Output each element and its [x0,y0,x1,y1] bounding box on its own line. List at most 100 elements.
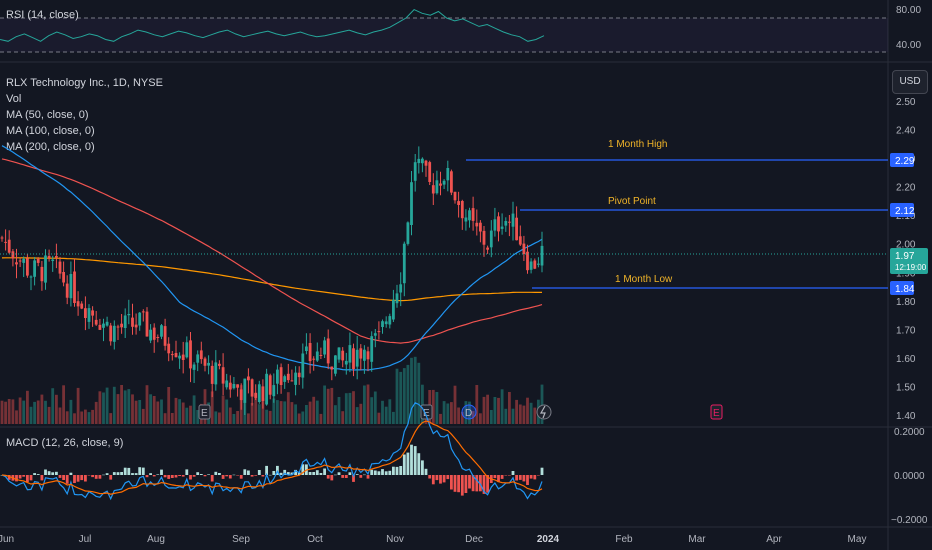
event-marker[interactable]: E [198,404,211,420]
macd-histogram-bar [174,475,178,478]
macd-histogram-bar [286,472,290,475]
volume-bar [84,409,87,424]
macd-title: MACD (12, 26, close, 9) [6,437,123,449]
macd-histogram-bar [196,472,200,475]
volume-bar [40,394,44,424]
candle-body [384,321,388,325]
macd-histogram-bar [308,472,312,475]
volume-bar [334,405,337,424]
candle-body [518,236,522,245]
macd-histogram-bar [225,475,229,477]
pivot-point-label: Pivot Point [608,196,656,207]
candle-body [297,372,301,378]
event-marker[interactable]: E [420,404,433,420]
candle-body [152,327,156,340]
candle-body [450,171,453,193]
macd-histogram-bar [279,472,283,475]
macd-histogram-bar [152,475,156,477]
candle-body [250,379,254,397]
macd-histogram-bar [36,474,40,475]
currency-button[interactable]: USD [892,70,928,94]
time-tick-label: 2024 [537,534,560,545]
macd-histogram-bar [112,472,116,475]
candle-body [272,385,276,397]
candle-body [286,373,290,381]
volume-bar [170,413,174,424]
event-marker[interactable]: E [710,404,723,420]
candle-body [127,314,131,316]
candle-body [84,308,87,318]
macd-histogram-bar [236,475,239,476]
macd-histogram-bar [69,472,73,475]
volume-bar [116,394,120,424]
candle-body [44,255,47,283]
legend-ma50[interactable]: MA (50, close, 0) [6,109,89,121]
candle-body [73,271,76,303]
volume-bar [178,399,181,424]
candle-body [279,367,283,385]
candle-body [323,340,326,355]
macd-histogram-bar [243,469,247,475]
candle-body [497,216,500,232]
candle-body [475,222,479,227]
month-high-tag-value: 2.29 [895,156,915,167]
macd-histogram-bar [341,475,345,478]
candle-body [312,358,316,360]
candle-body [352,348,355,369]
macd-histogram-bar [471,475,475,492]
macd-histogram-bar [504,475,508,476]
macd-histogram-bar [344,475,348,478]
legend-ma200[interactable]: MA (200, close, 0) [6,141,95,153]
volume-bar [51,388,55,424]
volume-bar [138,400,142,424]
volume-bar [250,402,254,424]
candle-body [500,226,504,229]
candle-body [65,283,69,298]
macd-histogram-bar [84,475,87,482]
candle-body [105,321,109,326]
candle-body [51,259,55,261]
candle-body [174,353,178,358]
candle-body [98,324,102,330]
split-icon[interactable] [536,404,552,420]
volume-bar [4,401,7,424]
macd-histogram-bar [312,472,316,475]
dividend-marker[interactable]: D [461,404,477,420]
volume-bar [540,384,544,424]
legend-volume[interactable]: Vol [6,93,21,105]
macd-histogram-bar [435,475,439,481]
macd-histogram-bar [268,474,272,476]
candle-body [381,321,384,327]
time-tick-label: Feb [615,534,633,545]
legend-ma100[interactable]: MA (100, close, 0) [6,125,95,137]
volume-bar [141,408,145,424]
macd-histogram-bar [319,473,323,475]
volume-bar [11,399,15,424]
candle-body [232,384,236,389]
price-tick-label: 1.50 [896,383,916,394]
candle-body [167,343,171,354]
volume-bar [210,391,214,424]
macd-histogram-bar [26,475,29,483]
macd-histogram-bar [417,453,421,475]
candle-body [87,308,91,322]
candle-body [319,355,323,356]
candle-body [439,183,442,186]
symbol-title[interactable]: RLX Technology Inc., 1D, NYSE [6,77,163,89]
macd-histogram-bar [410,444,413,475]
volume-bar [384,406,388,424]
candle-body [522,243,526,254]
volume-bar [268,410,272,424]
macd-histogram-bar [22,475,26,477]
candle-body [359,348,363,359]
candle-body [196,354,200,363]
pivot-point-tag-value: 2.12 [895,206,915,217]
volume-bar [359,403,363,424]
macd-histogram-bar [413,446,417,475]
candle-body [236,384,239,388]
candle-body [460,201,464,219]
macd-histogram-bar [98,475,102,479]
volume-bar [15,410,18,424]
volume-bar [297,413,301,424]
